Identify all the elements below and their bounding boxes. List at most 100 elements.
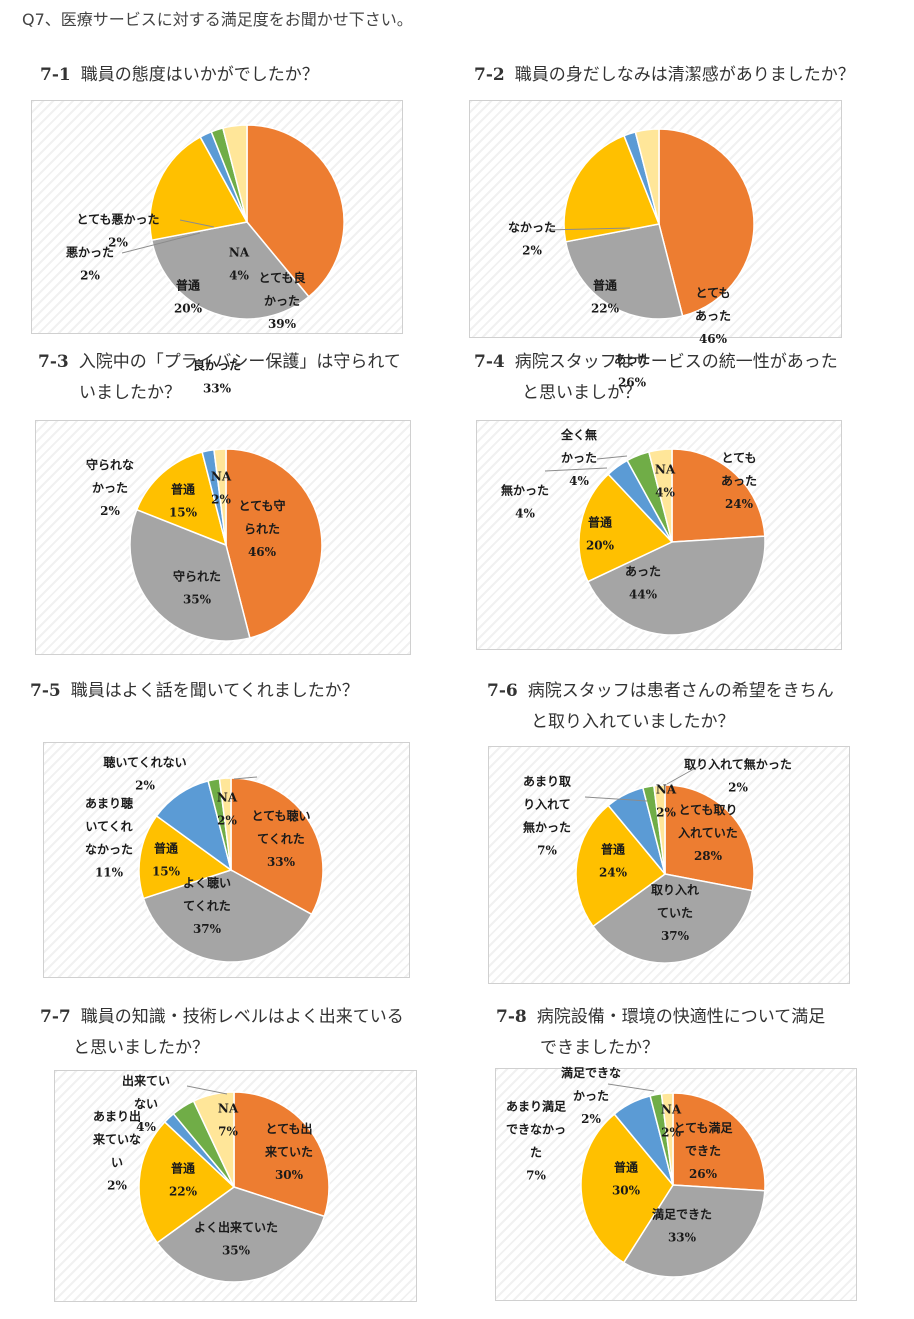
- pie-slice: [230, 777, 324, 916]
- pie-chart-svg: とてもあった 24% あった 44% 普通 20% 無かった 4% 全く無かった 4% NA 4%: [501, 427, 766, 636]
- pie-chart-svg: とても出来ていた 30% よく出来ていた 35% 普通 22% あまり出来ていない 2%出来て…: [92, 1073, 330, 1283]
- pie-slice: [658, 128, 755, 317]
- slice-label: NA 2%: [211, 470, 232, 507]
- pie-slice: [156, 1186, 326, 1283]
- chart-title-line: 職員の態度はいかがでしたか？: [80, 65, 319, 85]
- slice-label: とても出来ていた 30%: [264, 1121, 313, 1182]
- leader-line: [545, 227, 631, 231]
- pie-chart-7-6: とても取り入れていた 28% 取り入れていた 37% 普通 24% あまり取り入れて無かった…: [488, 746, 850, 984]
- slice-label: 満足できた 33%: [652, 1207, 712, 1245]
- slice-label: あまり出来ていない 2%: [92, 1109, 141, 1193]
- slice-label: NA 2%: [217, 791, 238, 828]
- pie-slice: [672, 1092, 766, 1192]
- chart-title-line: 職員の身だしなみは清潔感がありましたか？: [514, 65, 855, 85]
- chart-title-7-4: 7-4 病院スタッフはサービスの統一性があった と思いましか？: [474, 347, 838, 409]
- chart-title-line: と思いましか？: [522, 383, 641, 403]
- slice-label: 聴いてくれない 2%: [103, 755, 186, 793]
- slice-label: あまり満足できなかった 7%: [506, 1099, 566, 1183]
- slice-label: 普通 15%: [152, 841, 181, 879]
- pie-slice: [246, 124, 345, 298]
- chart-title-7-1: 7-1 職員の態度はいかがでしたか？: [40, 60, 319, 91]
- pie-slice: [138, 814, 233, 900]
- pie-slice: [233, 1091, 330, 1218]
- pie-chart-7-5: とても聴いてくれた 33% よく聴いてくれた 37% 普通 15% あまり聴いてくれなかった…: [43, 742, 410, 978]
- slice-label: とても取り入れていた 28%: [678, 803, 738, 863]
- pie-slice: [218, 777, 232, 871]
- pie-slice: [149, 135, 249, 242]
- slice-label: 守られた 35%: [173, 569, 221, 607]
- chart-number: 7-4: [474, 352, 505, 372]
- slice-label: あった 26%: [614, 353, 650, 390]
- chart-number: 7-1: [40, 65, 71, 85]
- chart-title-7-6: 7-6 病院スタッフは患者さんの希望をきちん と取り入れていましたか？: [487, 676, 834, 738]
- pie-chart-svg: とても取り入れていた 28% 取り入れていた 37% 普通 24% あまり取り入れて無かった…: [523, 757, 792, 964]
- slice-label: あまり聴いてくれなかった 11%: [85, 796, 133, 880]
- pie-slice: [634, 128, 660, 225]
- pie-slice: [129, 508, 251, 642]
- chart-title-line: 職員はよく話を聞いてくれましたか？: [70, 681, 359, 701]
- question-title: Q7、医療サービスに対する満足度をお聞かせ下さい。: [22, 10, 413, 29]
- slice-label: NA 4%: [655, 463, 676, 500]
- slice-label: 悪かった 2%: [66, 246, 114, 283]
- chart-title-7-3: 7-3 入院中の「プライバシー保護」は守られて いましたか？: [38, 347, 401, 409]
- slice-label: とても満足できた 26%: [673, 1120, 732, 1181]
- pie-chart-svg: とても良かった 39% 良かった 33% 普通 20% 悪かった 2%とても悪かった 2% NA 4…: [66, 124, 345, 396]
- slice-label: 普通 20%: [174, 278, 203, 316]
- slice-label: 普通 15%: [169, 482, 198, 520]
- chart-title-line: 病院スタッフは患者さんの希望をきちん: [527, 681, 834, 701]
- chart-title-7-2: 7-2 職員の身だしなみは清潔感がありましたか？: [474, 60, 855, 91]
- pie-chart-7-8: とても満足できた 26% 満足できた 33% 普通 30% あまり満足できなかった 7% 満足で…: [495, 1065, 857, 1301]
- leader-line: [179, 219, 215, 228]
- slice-label: あまり取り入れて無かった 7%: [523, 775, 571, 858]
- pie-chart-7-7: とても出来ていた 30% よく出来ていた 35% 普通 22% あまり出来ていない 2% 出来て…: [54, 1070, 417, 1302]
- pie-slice: [578, 473, 674, 583]
- slice-label: 無かった 4%: [501, 483, 549, 521]
- slice-label: 取り入れて無かった 2%: [684, 757, 792, 795]
- slice-label: なかった 2%: [508, 221, 556, 258]
- slice-label: 良かった 33%: [193, 358, 241, 396]
- slice-label: とても良かった 39%: [258, 270, 305, 331]
- pie-slice: [580, 1113, 674, 1264]
- chart-number: 7-2: [474, 65, 505, 85]
- pie-chart-svg: とても満足できた 26% 満足できた 33% 普通 30% あまり満足できなかった 7%満足で…: [506, 1065, 766, 1278]
- slice-label: 普通 22%: [169, 1161, 198, 1199]
- chart-title-line: 入院中の「プライバシー保護」は守られて: [78, 352, 401, 372]
- slice-label: とてもあった 46%: [695, 286, 731, 346]
- pie-chart-svg: とても聴いてくれた 33% よく聴いてくれた 37%普通 15% あまり聴いてくれなかった…: [85, 755, 324, 963]
- slice-label: よく聴いてくれた 37%: [183, 875, 231, 936]
- pie-slice: [225, 448, 323, 639]
- chart-number: 7-3: [38, 352, 69, 372]
- leader-line: [584, 796, 648, 802]
- leader-line: [607, 1083, 655, 1092]
- pie-slice: [142, 869, 313, 963]
- slice-label: あった 44%: [625, 565, 661, 602]
- chart-number: 7-8: [496, 1007, 527, 1027]
- chart-title-7-7: 7-7 職員の知識・技術レベルはよく出来ている と思いましたか？: [40, 1002, 404, 1064]
- slice-label: 普通 20%: [586, 515, 615, 553]
- pie-slice: [564, 223, 684, 320]
- slice-label: NA 4%: [229, 246, 250, 283]
- slice-label: 全く無かった 4%: [560, 427, 597, 488]
- chart-title-line: と取り入れていましたか？: [531, 712, 735, 732]
- pie-chart-7-4: とてもあった 24% あった 44% 普通 20% 無かった 4% 全く無かった 4% NA 4%: [476, 420, 842, 650]
- slice-label: とてもあった 24%: [721, 451, 757, 511]
- pie-slice: [647, 448, 673, 543]
- slice-label: NA 2%: [656, 783, 677, 820]
- chart-title-line: できましたか？: [540, 1038, 659, 1058]
- pie-slice: [591, 873, 754, 964]
- slice-label: 守られなかった 2%: [86, 457, 134, 518]
- slice-label: よく出来ていた 35%: [194, 1220, 278, 1258]
- chart-number: 7-7: [40, 1007, 71, 1027]
- pie-slice: [135, 451, 228, 547]
- pie-slice: [660, 1092, 674, 1186]
- slice-label: 普通 24%: [599, 842, 628, 880]
- pie-slice: [563, 134, 661, 243]
- chart-title-line: 病院設備・環境の快適性について満足: [536, 1007, 826, 1027]
- pie-slice: [213, 448, 227, 546]
- pie-chart-7-2: とてもあった 46% あった 26% 普通 22% なかった 2%: [469, 100, 842, 390]
- slice-label: 普通 30%: [612, 1160, 641, 1198]
- leader-line: [121, 232, 201, 254]
- pie-slice: [138, 1120, 236, 1244]
- pie-slice: [150, 221, 310, 320]
- pie-chart-7-3: とても守られた 46% 守られた 35% 普通 15% 守られなかった 2% NA 2%: [35, 420, 411, 655]
